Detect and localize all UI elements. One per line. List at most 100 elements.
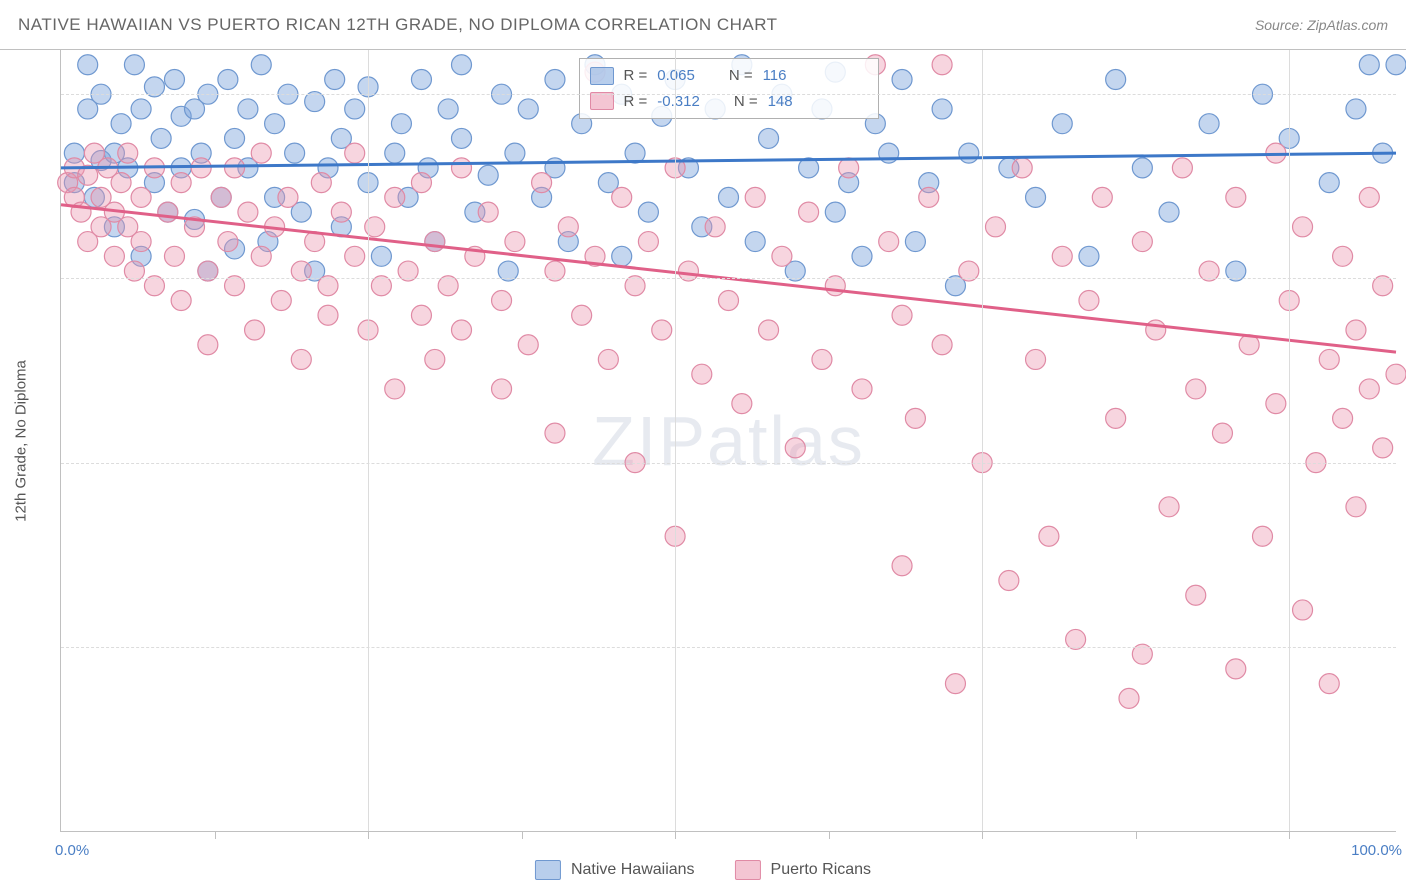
chart-header: NATIVE HAWAIIAN VS PUERTO RICAN 12TH GRA… [0,0,1406,50]
data-point [719,291,739,311]
data-point [839,158,859,178]
data-point [452,158,472,178]
data-point [1386,364,1406,384]
data-point [1106,69,1126,89]
data-point [438,99,458,119]
data-point [1346,497,1366,517]
data-point [705,217,725,237]
data-point [411,305,431,325]
x-tick [522,831,523,839]
data-point [719,187,739,207]
stat-n-label: N = [734,89,758,115]
data-point [532,173,552,193]
stat-r-label: R = [624,89,648,115]
x-tick [368,831,369,839]
data-point [265,114,285,134]
stats-legend: R =0.065N =116R =-0.312N =148 [579,58,879,119]
data-point [1079,246,1099,266]
data-point [331,202,351,222]
data-point [1092,187,1112,207]
data-point [852,246,872,266]
data-point [638,232,658,252]
data-point [1052,246,1072,266]
data-point [238,202,258,222]
data-point [1012,158,1032,178]
data-point [198,335,218,355]
data-point [245,320,265,340]
data-point [1159,497,1179,517]
data-point [411,69,431,89]
data-point [111,114,131,134]
data-point [799,202,819,222]
data-point [1132,232,1152,252]
data-point [986,217,1006,237]
source-attribution: Source: ZipAtlas.com [1255,17,1388,33]
data-point [345,143,365,163]
data-point [1119,688,1139,708]
data-point [271,291,291,311]
x-tick [1289,831,1290,839]
stat-r-label: R = [624,63,648,89]
data-point [1333,246,1353,266]
data-point [131,187,151,207]
data-point [385,187,405,207]
data-point [1026,349,1046,369]
data-point [932,55,952,75]
data-point [732,394,752,414]
data-point [1199,114,1219,134]
data-point [892,69,912,89]
data-point [545,423,565,443]
data-point [879,232,899,252]
data-point [545,69,565,89]
data-point [932,99,952,119]
data-point [1186,379,1206,399]
stats-row: R =0.065N =116 [590,63,868,89]
stat-n-label: N = [729,63,753,89]
data-point [518,99,538,119]
x-max-label: 100.0% [1351,842,1402,859]
data-point [638,202,658,222]
data-point [218,232,238,252]
x-tick [982,831,983,839]
data-point [612,246,632,266]
data-point [1359,55,1379,75]
data-point [932,335,952,355]
data-point [1359,187,1379,207]
data-point [1346,99,1366,119]
data-point [518,335,538,355]
data-point [131,232,151,252]
data-point [1386,55,1406,75]
x-tick [1136,831,1137,839]
gridline-v [368,50,369,831]
data-point [1186,585,1206,605]
scatter-svg [61,50,1396,831]
y-axis-title: 12th Grade, No Diploma [13,360,30,522]
data-point [238,99,258,119]
data-point [391,114,411,134]
data-point [1319,674,1339,694]
data-point [225,128,245,148]
data-point [812,349,832,369]
data-point [652,320,672,340]
data-point [572,305,592,325]
data-point [325,69,345,89]
legend-label: Puerto Ricans [771,861,872,878]
data-point [558,217,578,237]
data-point [1293,217,1313,237]
data-point [505,232,525,252]
plot-area: 12th Grade, No Diploma ZIPatlas R =0.065… [60,50,1396,832]
data-point [478,202,498,222]
data-point [452,320,472,340]
legend-label: Native Hawaiians [571,861,695,878]
data-point [1172,158,1192,178]
data-point [945,674,965,694]
data-point [1039,526,1059,546]
data-point [825,202,845,222]
data-point [1373,438,1393,458]
data-point [1052,114,1072,134]
gridline-h [61,463,1396,464]
data-point [251,55,271,75]
data-point [452,55,472,75]
data-point [892,305,912,325]
data-point [1319,349,1339,369]
